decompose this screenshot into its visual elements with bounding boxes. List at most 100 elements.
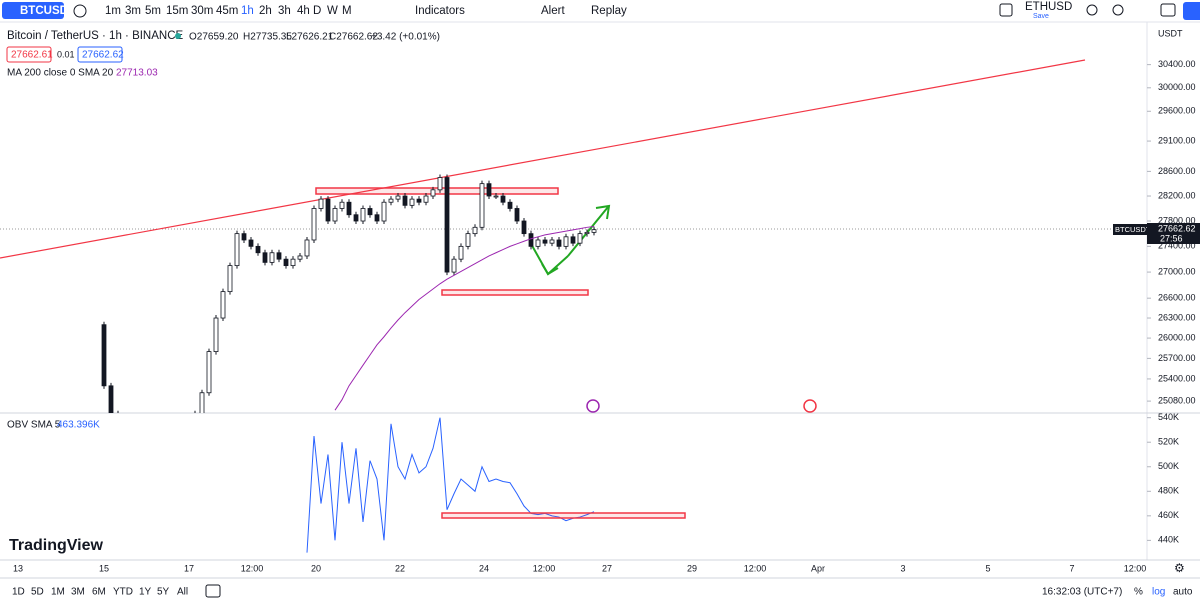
candle bbox=[458, 245, 464, 260]
interval[interactable]: 3m bbox=[125, 5, 141, 17]
interval[interactable]: 1h bbox=[241, 5, 254, 17]
candle bbox=[388, 198, 394, 203]
ask[interactable]: 27662.62 bbox=[82, 50, 124, 61]
candle bbox=[381, 201, 387, 222]
snapshot[interactable] bbox=[1160, 3, 1176, 17]
add-symbol[interactable] bbox=[73, 4, 87, 18]
range-button[interactable]: 1D bbox=[12, 587, 25, 598]
symbol[interactable]: BTCUSDT bbox=[20, 5, 75, 17]
indicators[interactable]: Indicators bbox=[415, 5, 465, 17]
candle bbox=[339, 201, 345, 209]
y-tick-label: 28200.00 bbox=[1158, 190, 1196, 200]
range-button[interactable]: 5D bbox=[31, 587, 44, 598]
candle bbox=[472, 226, 478, 235]
x-tick-label: 7 bbox=[1069, 563, 1074, 573]
range-button[interactable]: All bbox=[177, 587, 188, 598]
settings[interactable] bbox=[1112, 4, 1124, 16]
currency[interactable]: USDT bbox=[1158, 28, 1183, 38]
alert[interactable]: Alert bbox=[541, 5, 565, 17]
range-button[interactable]: 1M bbox=[51, 587, 65, 598]
y-tick-label: 29100.00 bbox=[1158, 135, 1196, 145]
save[interactable]: Save bbox=[1033, 13, 1049, 20]
range-button[interactable]: 1Y bbox=[139, 587, 152, 598]
goto-date[interactable] bbox=[205, 584, 221, 598]
replay[interactable]: Replay bbox=[591, 5, 627, 17]
candle bbox=[500, 195, 506, 203]
x-tick-label: 13 bbox=[13, 563, 23, 573]
candle bbox=[158, 421, 162, 425]
interval[interactable]: 4h bbox=[297, 5, 310, 17]
ma-value: 27713.03 bbox=[116, 68, 158, 79]
layout-icon[interactable] bbox=[999, 3, 1013, 17]
candle bbox=[283, 258, 289, 267]
range-button[interactable]: 6M bbox=[92, 587, 106, 598]
candle bbox=[186, 417, 190, 421]
ma-line bbox=[334, 225, 595, 411]
range-button[interactable]: 3M bbox=[71, 587, 85, 598]
candle bbox=[556, 239, 562, 247]
search[interactable] bbox=[1086, 4, 1098, 16]
candle bbox=[123, 417, 127, 421]
interval[interactable]: 3h bbox=[278, 5, 291, 17]
interval[interactable]: W bbox=[327, 5, 338, 17]
y-tick-label: 500K bbox=[1158, 461, 1179, 471]
candle bbox=[234, 233, 240, 267]
x-tick-label: 12:00 bbox=[241, 563, 264, 573]
obv-line bbox=[306, 417, 595, 553]
sell-button[interactable] bbox=[6, 46, 52, 63]
x-tick-label: 17 bbox=[184, 563, 194, 573]
x-tick-label: 22 bbox=[395, 563, 405, 573]
interval[interactable]: 15m bbox=[166, 5, 188, 17]
layout-symbol[interactable]: ETHUSD bbox=[1025, 1, 1072, 13]
candle bbox=[367, 208, 373, 216]
candle bbox=[584, 231, 590, 235]
candle bbox=[542, 239, 548, 244]
candle bbox=[535, 239, 541, 247]
candle bbox=[353, 214, 359, 222]
candle bbox=[374, 214, 380, 222]
axis-settings[interactable]: ⚙ bbox=[1174, 561, 1185, 575]
interval[interactable]: 45m bbox=[216, 5, 238, 17]
candle bbox=[430, 189, 436, 197]
candle bbox=[297, 255, 303, 260]
event-icon[interactable] bbox=[803, 399, 817, 413]
interval[interactable]: 1m bbox=[105, 5, 121, 17]
log-toggle[interactable]: log bbox=[1152, 587, 1165, 598]
x-tick-label: Apr bbox=[811, 563, 825, 573]
candle bbox=[227, 265, 233, 293]
interval[interactable]: 2h bbox=[259, 5, 272, 17]
bid[interactable]: 27662.61 bbox=[11, 50, 53, 61]
interval[interactable]: 30m bbox=[191, 5, 213, 17]
y-tick-label: 27000.00 bbox=[1158, 266, 1196, 276]
buy-button[interactable] bbox=[77, 46, 123, 63]
publish[interactable] bbox=[1183, 2, 1200, 20]
y-tick-label: 520K bbox=[1158, 437, 1179, 447]
range-button[interactable]: 5Y bbox=[157, 587, 170, 598]
candle bbox=[486, 183, 492, 197]
candle bbox=[179, 417, 183, 421]
candle bbox=[248, 239, 254, 247]
symbol-tag bbox=[1113, 224, 1147, 235]
support-box bbox=[441, 289, 589, 296]
percent-toggle[interactable]: % bbox=[1134, 587, 1143, 598]
y-tick-label: 26000.00 bbox=[1158, 332, 1196, 342]
candle bbox=[172, 417, 176, 421]
candle bbox=[493, 195, 499, 198]
candle bbox=[116, 414, 120, 418]
candle bbox=[206, 351, 212, 394]
candle bbox=[395, 195, 401, 200]
auto-toggle[interactable]: auto bbox=[1173, 587, 1193, 598]
candle bbox=[402, 195, 408, 206]
interval[interactable]: D bbox=[313, 5, 321, 17]
interval[interactable]: M bbox=[342, 5, 352, 17]
candle bbox=[151, 417, 155, 421]
legend-low: L27626.21 bbox=[286, 32, 334, 43]
candle bbox=[144, 417, 148, 421]
range-button[interactable]: YTD bbox=[113, 587, 133, 598]
event-icon[interactable] bbox=[586, 399, 600, 413]
interval[interactable]: 5m bbox=[145, 5, 161, 17]
resistance-box bbox=[315, 187, 559, 195]
candle bbox=[262, 252, 268, 263]
symbol-button[interactable] bbox=[2, 2, 64, 19]
